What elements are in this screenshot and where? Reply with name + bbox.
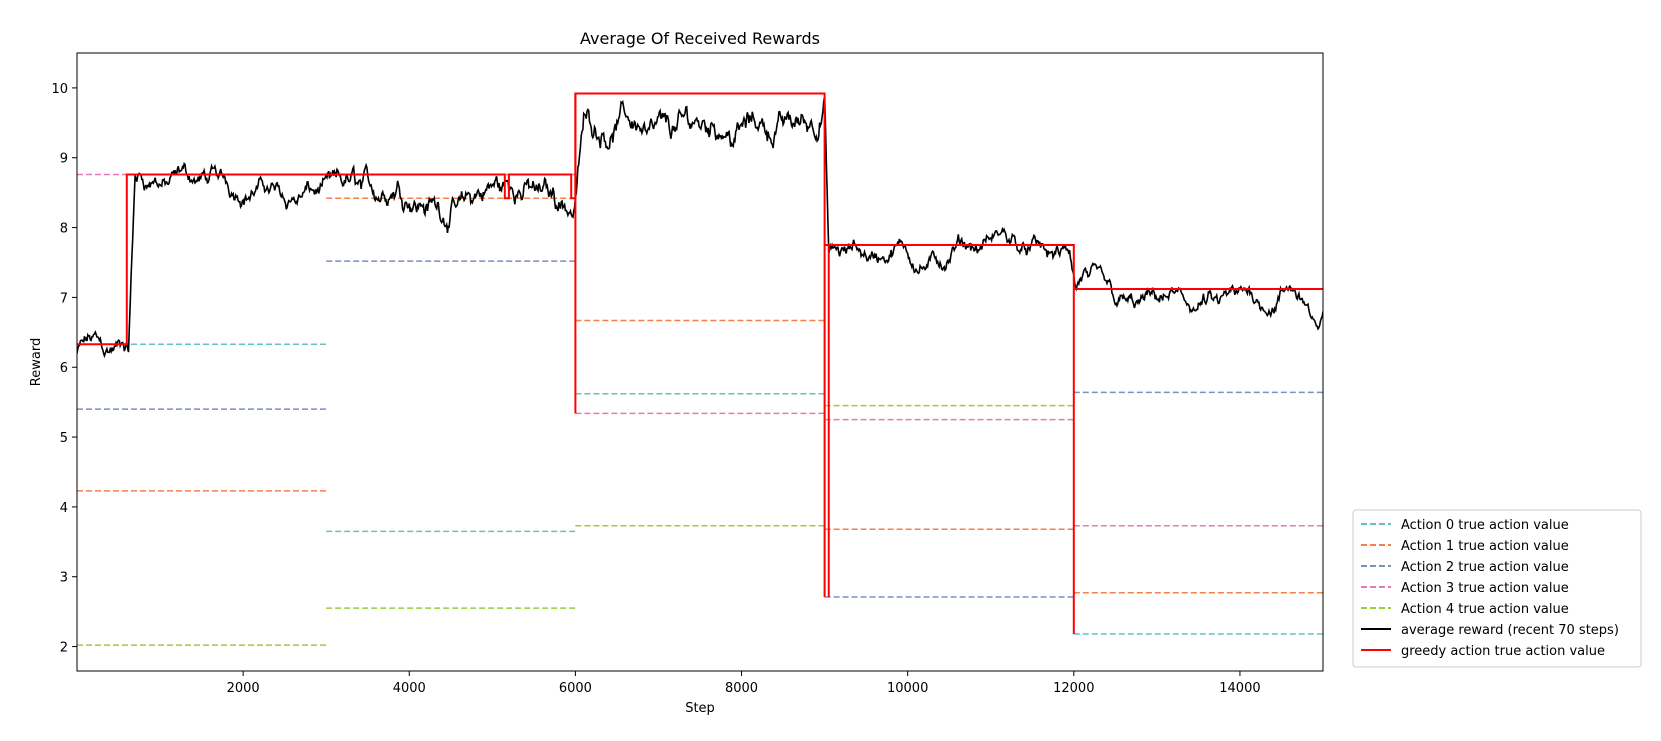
y-tick-label: 2 <box>60 641 68 656</box>
average-reward-line <box>77 96 1323 359</box>
chart-title: Average Of Received Rewards <box>580 29 820 48</box>
x-axis-label: Step <box>685 701 715 716</box>
plot-area <box>77 92 1323 646</box>
legend-label: Action 0 true action value <box>1401 518 1569 533</box>
legend-label: average reward (recent 70 steps) <box>1401 623 1619 638</box>
x-tick-label: 6000 <box>559 681 592 696</box>
y-tick-label: 3 <box>60 571 68 586</box>
y-tick-label: 9 <box>60 152 68 167</box>
x-tick-label: 12000 <box>1053 681 1094 696</box>
legend: Action 0 true action value Action 1 true … <box>1352 509 1642 668</box>
y-tick-label: 4 <box>60 501 68 516</box>
legend-label: greedy action true action value <box>1401 644 1605 659</box>
legend-box <box>1352 509 1642 668</box>
x-tick-label: 10000 <box>887 681 928 696</box>
x-tick-label: 14000 <box>1219 681 1260 696</box>
y-tick-label: 10 <box>51 82 68 97</box>
plot-frame <box>76 52 1324 672</box>
legend-label: Action 2 true action value <box>1401 560 1569 575</box>
x-tick-label: 8000 <box>725 681 758 696</box>
x-tick-label: 2000 <box>227 681 260 696</box>
axis-ticks: 2000 4000 6000 8000 10000 12000 14000 2 3 4 5 6 7 8 9 1… <box>51 82 1260 696</box>
x-tick-label: 4000 <box>393 681 426 696</box>
y-axis-label: Reward <box>29 338 44 386</box>
y-tick-label: 8 <box>60 222 68 237</box>
greedy-action-line <box>77 92 1323 634</box>
y-tick-label: 6 <box>60 361 68 376</box>
legend-label: Action 1 true action value <box>1401 539 1569 554</box>
legend-label: Action 4 true action value <box>1401 602 1569 617</box>
y-tick-label: 5 <box>60 431 68 446</box>
y-tick-label: 7 <box>60 291 68 306</box>
legend-label: Action 3 true action value <box>1401 581 1569 596</box>
